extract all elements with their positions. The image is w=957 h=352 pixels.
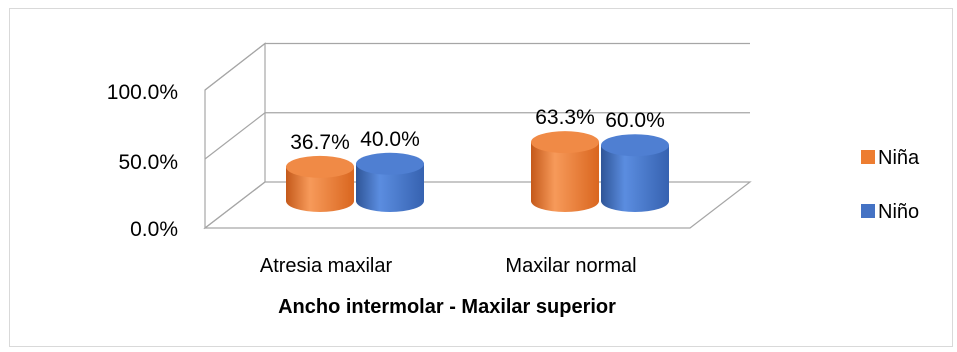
bar-top bbox=[531, 131, 599, 154]
y-tick-label: 100.0% bbox=[107, 81, 178, 104]
bars bbox=[286, 131, 669, 212]
legend-label-nino: Niño bbox=[878, 201, 919, 223]
bar-top bbox=[601, 134, 669, 157]
bar-nina bbox=[531, 142, 599, 212]
data-labels: 36.7% 40.0% 63.3% 60.0% bbox=[290, 106, 665, 154]
x-axis-title: Ancho intermolar - Maxilar superior bbox=[278, 296, 616, 318]
data-label: 63.3% bbox=[535, 106, 595, 129]
floor bbox=[203, 181, 752, 229]
bar-nino bbox=[356, 163, 424, 212]
gridlines bbox=[204, 42, 750, 160]
bar-nina bbox=[286, 166, 354, 212]
chart-area bbox=[9, 8, 953, 347]
data-label: 40.0% bbox=[360, 128, 420, 151]
x-category-label: Maxilar normal bbox=[505, 255, 636, 277]
bar-top bbox=[286, 155, 354, 178]
data-label: 36.7% bbox=[290, 131, 350, 154]
y-tick-label: 0.0% bbox=[130, 218, 178, 241]
legend-label-nina: Niña bbox=[878, 147, 920, 169]
bar-top bbox=[356, 152, 424, 175]
data-label: 60.0% bbox=[605, 109, 665, 132]
legend-swatch-nino bbox=[861, 204, 875, 218]
y-tick-label: 50.0% bbox=[118, 151, 178, 174]
gridline bbox=[204, 42, 750, 91]
legend-swatch-nina bbox=[861, 150, 875, 164]
gridline bbox=[204, 112, 750, 160]
legend: Niña Niño bbox=[861, 147, 920, 223]
x-category-label: Atresia maxilar bbox=[260, 255, 393, 277]
bar-nino bbox=[601, 145, 669, 212]
